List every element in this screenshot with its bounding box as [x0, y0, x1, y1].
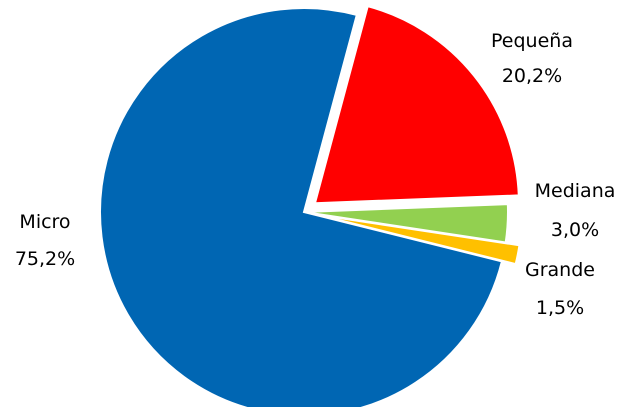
slice-name-label: Mediana: [535, 180, 616, 202]
slice-name-label: Grande: [525, 259, 595, 281]
slice-name-label: Micro: [19, 211, 70, 233]
pie-slice-pequena: [313, 4, 520, 205]
slice-name-label: Pequeña: [491, 30, 573, 52]
pie-labels: Pequeña 20,2% Mediana 3,0% Grande 1,5% M…: [15, 30, 616, 319]
slice-value-label: 75,2%: [15, 248, 75, 270]
pie-slice-micro: [99, 7, 504, 407]
slice-value-label: 1,5%: [536, 297, 584, 319]
slice-value-label: 20,2%: [502, 65, 562, 87]
slice-value-label: 3,0%: [551, 219, 599, 241]
pie-slices: [99, 4, 521, 407]
